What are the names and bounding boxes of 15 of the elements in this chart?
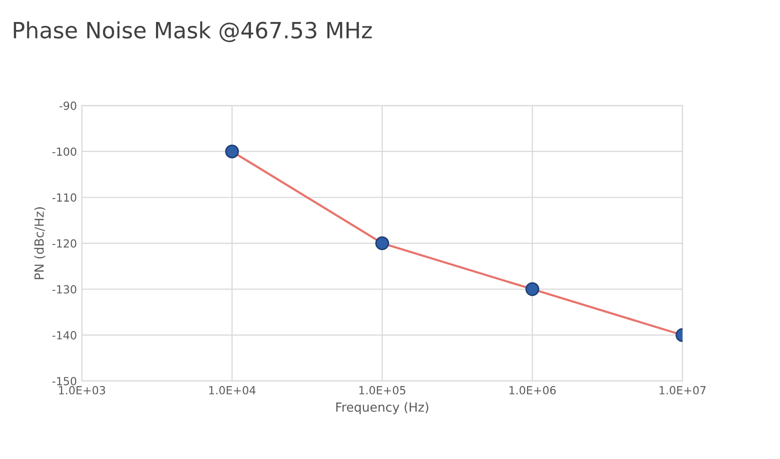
y-tick-label: -120 [52, 239, 76, 248]
x-tick-label: 1.0E+06 [510, 386, 556, 394]
y-axis-title: PN (dBc/Hz) [34, 207, 46, 280]
y-tick-label: -90 [59, 102, 76, 110]
y-tick-label: -150 [52, 376, 76, 386]
chart-title: Phase Noise Mask @467.53 MHz [14, 21, 372, 42]
x-axis-title: Frequency (Hz) [336, 402, 428, 414]
x-tick-label: 1.0E+05 [359, 386, 406, 394]
y-tick-label: -140 [52, 331, 76, 340]
x-tick-label: 1.0E+04 [209, 386, 256, 394]
y-tick-label: -100 [52, 147, 76, 156]
y-tick-label: -130 [52, 285, 76, 294]
x-tick-label: 1.0E+07 [660, 386, 706, 394]
x-tick-label: 1.0E+03 [59, 386, 106, 394]
y-tick-label: -110 [52, 193, 76, 202]
